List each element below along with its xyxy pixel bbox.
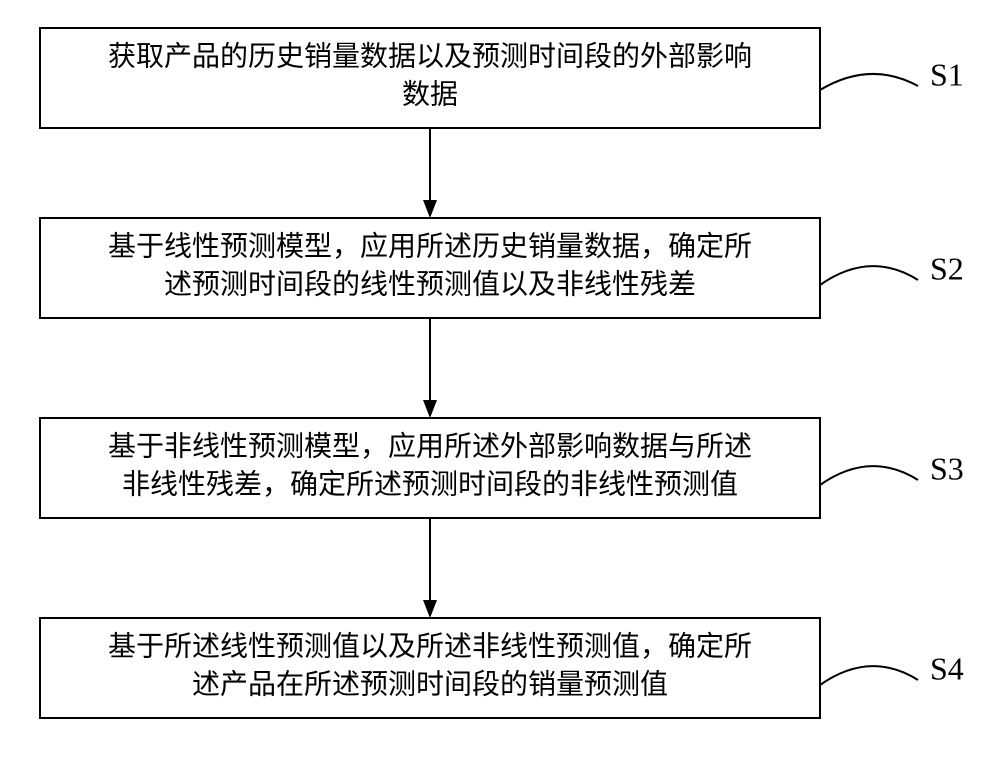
step-text-line: 基于线性预测模型，应用所述历史销量数据，确定所 [108, 231, 752, 263]
step-text-line: 述产品在所述预测时间段的销量预测值 [192, 668, 668, 700]
step-text-line: 非线性残差，确定所述预测时间段的非线性预测值 [122, 468, 738, 500]
step-label-s3: S3 [930, 450, 964, 486]
flow-arrowhead-0 [423, 200, 437, 218]
flow-step-s2: 基于线性预测模型，应用所述历史销量数据，确定所述预测时间段的线性预测值以及非线性… [40, 218, 820, 318]
step-text-line: 获取产品的历史销量数据以及预测时间段的外部影响 [108, 41, 752, 73]
step-text-line: 基于非线性预测模型，应用所述外部影响数据与所述 [108, 431, 752, 463]
flow-step-s3: 基于非线性预测模型，应用所述外部影响数据与所述非线性残差，确定所述预测时间段的非… [40, 418, 820, 518]
flow-step-s4: 基于所述线性预测值以及所述非线性预测值，确定所述产品在所述预测时间段的销量预测值 [40, 618, 820, 718]
step-text-line: 述预测时间段的线性预测值以及非线性残差 [164, 268, 696, 300]
flow-step-s1: 获取产品的历史销量数据以及预测时间段的外部影响数据 [40, 28, 820, 128]
step-label-s1: S1 [930, 56, 964, 92]
flow-arrowhead-1 [423, 400, 437, 418]
step-label-s4: S4 [930, 650, 964, 686]
step-text-line: 数据 [402, 78, 458, 110]
label-connector-s2 [820, 266, 918, 285]
flow-arrowhead-2 [423, 600, 437, 618]
step-label-s2: S2 [930, 250, 964, 286]
label-connector-s4 [820, 666, 918, 685]
flowchart-canvas: 获取产品的历史销量数据以及预测时间段的外部影响数据基于线性预测模型，应用所述历史… [0, 0, 1000, 774]
step-text-line: 基于所述线性预测值以及所述非线性预测值，确定所 [108, 631, 752, 663]
label-connector-s3 [820, 466, 918, 485]
label-connector-s1 [820, 74, 918, 90]
